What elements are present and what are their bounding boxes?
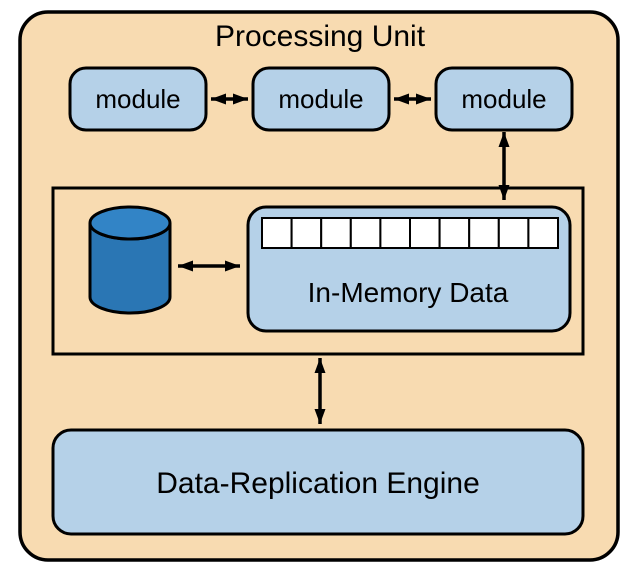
memory-cell-8 (469, 218, 499, 248)
memory-cell-10 (528, 218, 558, 248)
in-memory-data-label: In-Memory Data (308, 277, 509, 308)
data-replication-engine-label: Data-Replication Engine (156, 467, 480, 500)
memory-cell-2 (292, 218, 322, 248)
processing-unit-title: Processing Unit (215, 20, 426, 53)
memory-cell-9 (499, 218, 529, 248)
database-top (90, 207, 170, 239)
memory-cell-6 (410, 218, 440, 248)
memory-cell-7 (440, 218, 470, 248)
memory-cell-5 (380, 218, 410, 248)
memory-cell-3 (321, 218, 351, 248)
module-2-label: module (278, 84, 363, 114)
module-3-label: module (461, 84, 546, 114)
module-1-label: module (95, 84, 180, 114)
memory-cell-4 (351, 218, 381, 248)
memory-cell-1 (262, 218, 292, 248)
